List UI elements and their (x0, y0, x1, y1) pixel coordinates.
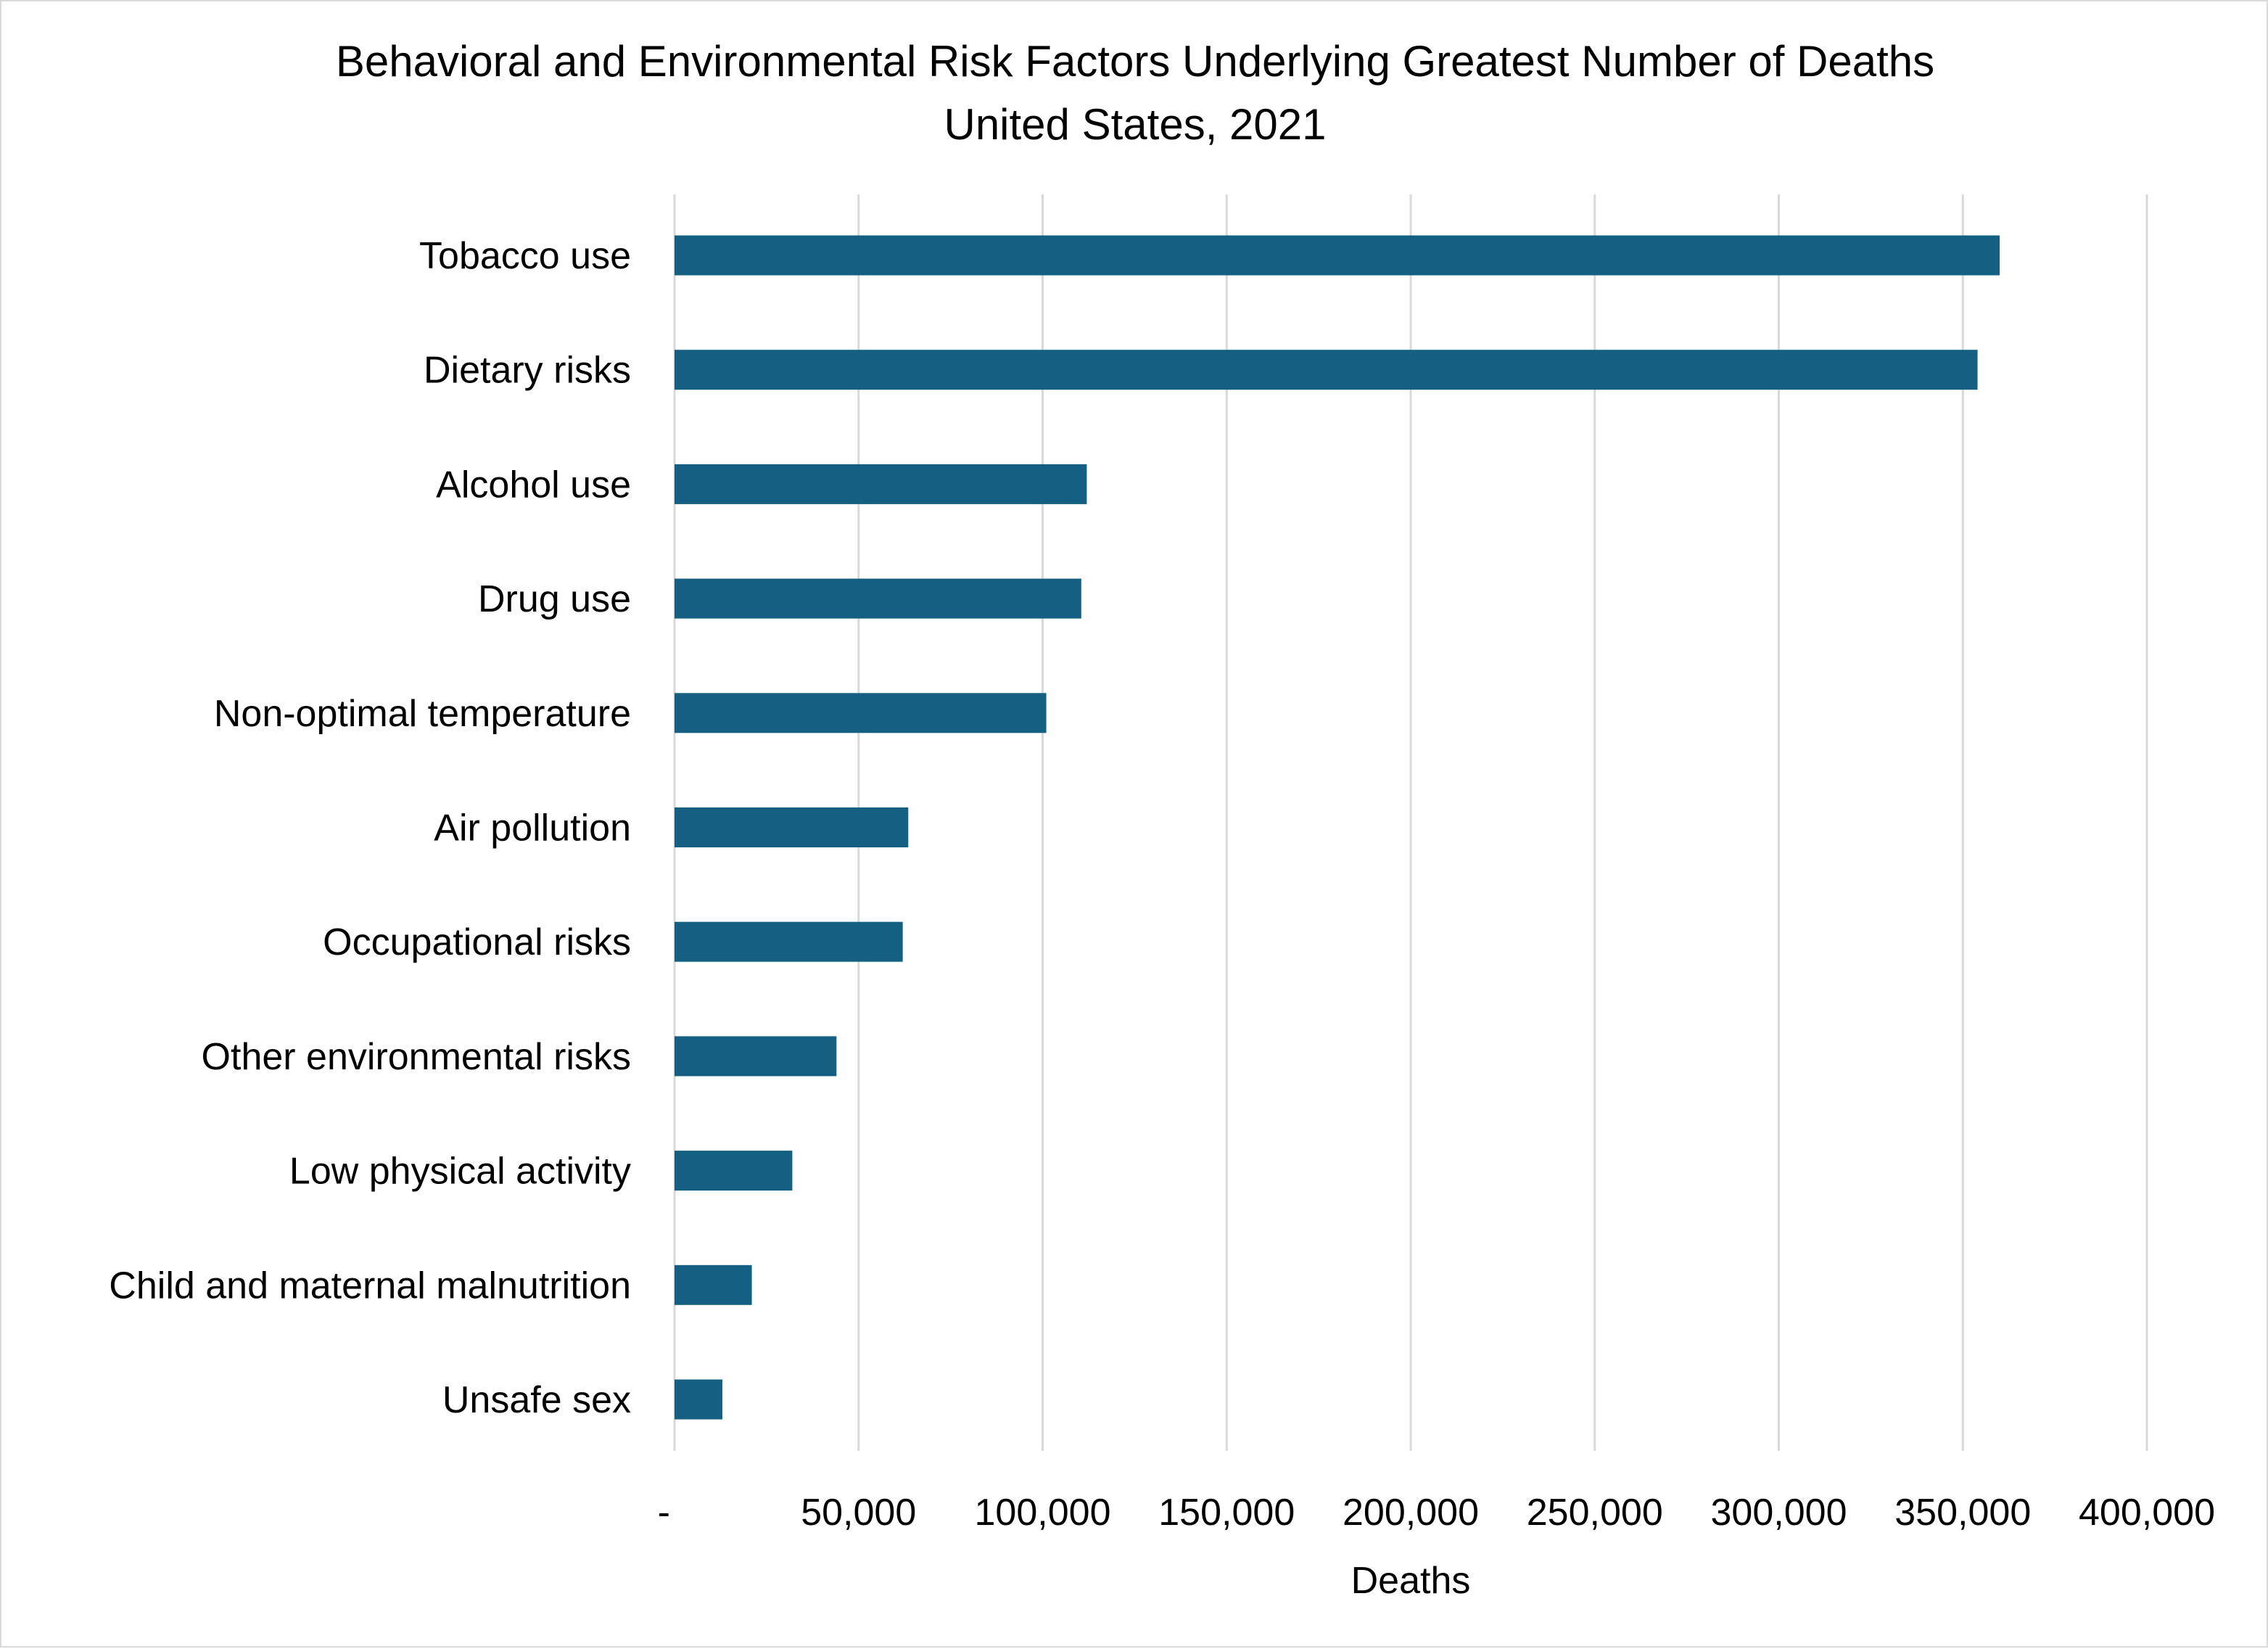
bar (675, 1151, 793, 1191)
chart-title: Behavioral and Environmental Risk Factor… (336, 37, 1934, 86)
x-tick-label: 250,000 (1527, 1492, 1663, 1534)
x-tick-label: 100,000 (975, 1492, 1111, 1534)
bar (675, 807, 909, 847)
bar (675, 578, 1081, 619)
bar (675, 350, 1978, 390)
bar (675, 1379, 722, 1420)
category-label: Child and maternal malnutrition (109, 1264, 631, 1307)
x-tick-label: 200,000 (1343, 1492, 1479, 1534)
category-label: Drug use (478, 578, 631, 620)
x-tick-label: 150,000 (1158, 1492, 1295, 1534)
x-tick-label: 400,000 (2079, 1492, 2215, 1534)
x-tick-label: 50,000 (801, 1492, 916, 1534)
bar (675, 1036, 837, 1077)
category-label: Other environmental risks (202, 1036, 631, 1078)
chart-subtitle: United States, 2021 (944, 100, 1326, 149)
x-tick-labels: - 50,000 100,000 150,000 200,000 250,000 300,0… (658, 1492, 2215, 1534)
bar (675, 693, 1047, 733)
category-label: Occupational risks (323, 921, 631, 963)
category-label: Air pollution (434, 807, 631, 850)
x-tick-label: 350,000 (1894, 1492, 2031, 1534)
category-labels: Tobacco use Dietary risks Alcohol use Drug … (109, 235, 631, 1421)
x-axis-label: Deaths (1351, 1560, 1471, 1602)
bars (675, 235, 2000, 1420)
x-tick-label: 300,000 (1711, 1492, 1847, 1534)
bar (675, 235, 2000, 276)
bar (675, 1264, 752, 1305)
category-label: Low physical activity (289, 1151, 631, 1193)
category-label: Non-optimal temperature (214, 693, 631, 735)
category-label: Unsafe sex (442, 1379, 631, 1421)
x-tick-label: - (658, 1492, 670, 1534)
gridlines (673, 194, 2148, 1451)
category-label: Dietary risks (424, 350, 631, 392)
bar (675, 464, 1087, 504)
category-label: Tobacco use (419, 235, 631, 277)
bar (675, 921, 903, 962)
category-label: Alcohol use (436, 464, 631, 506)
